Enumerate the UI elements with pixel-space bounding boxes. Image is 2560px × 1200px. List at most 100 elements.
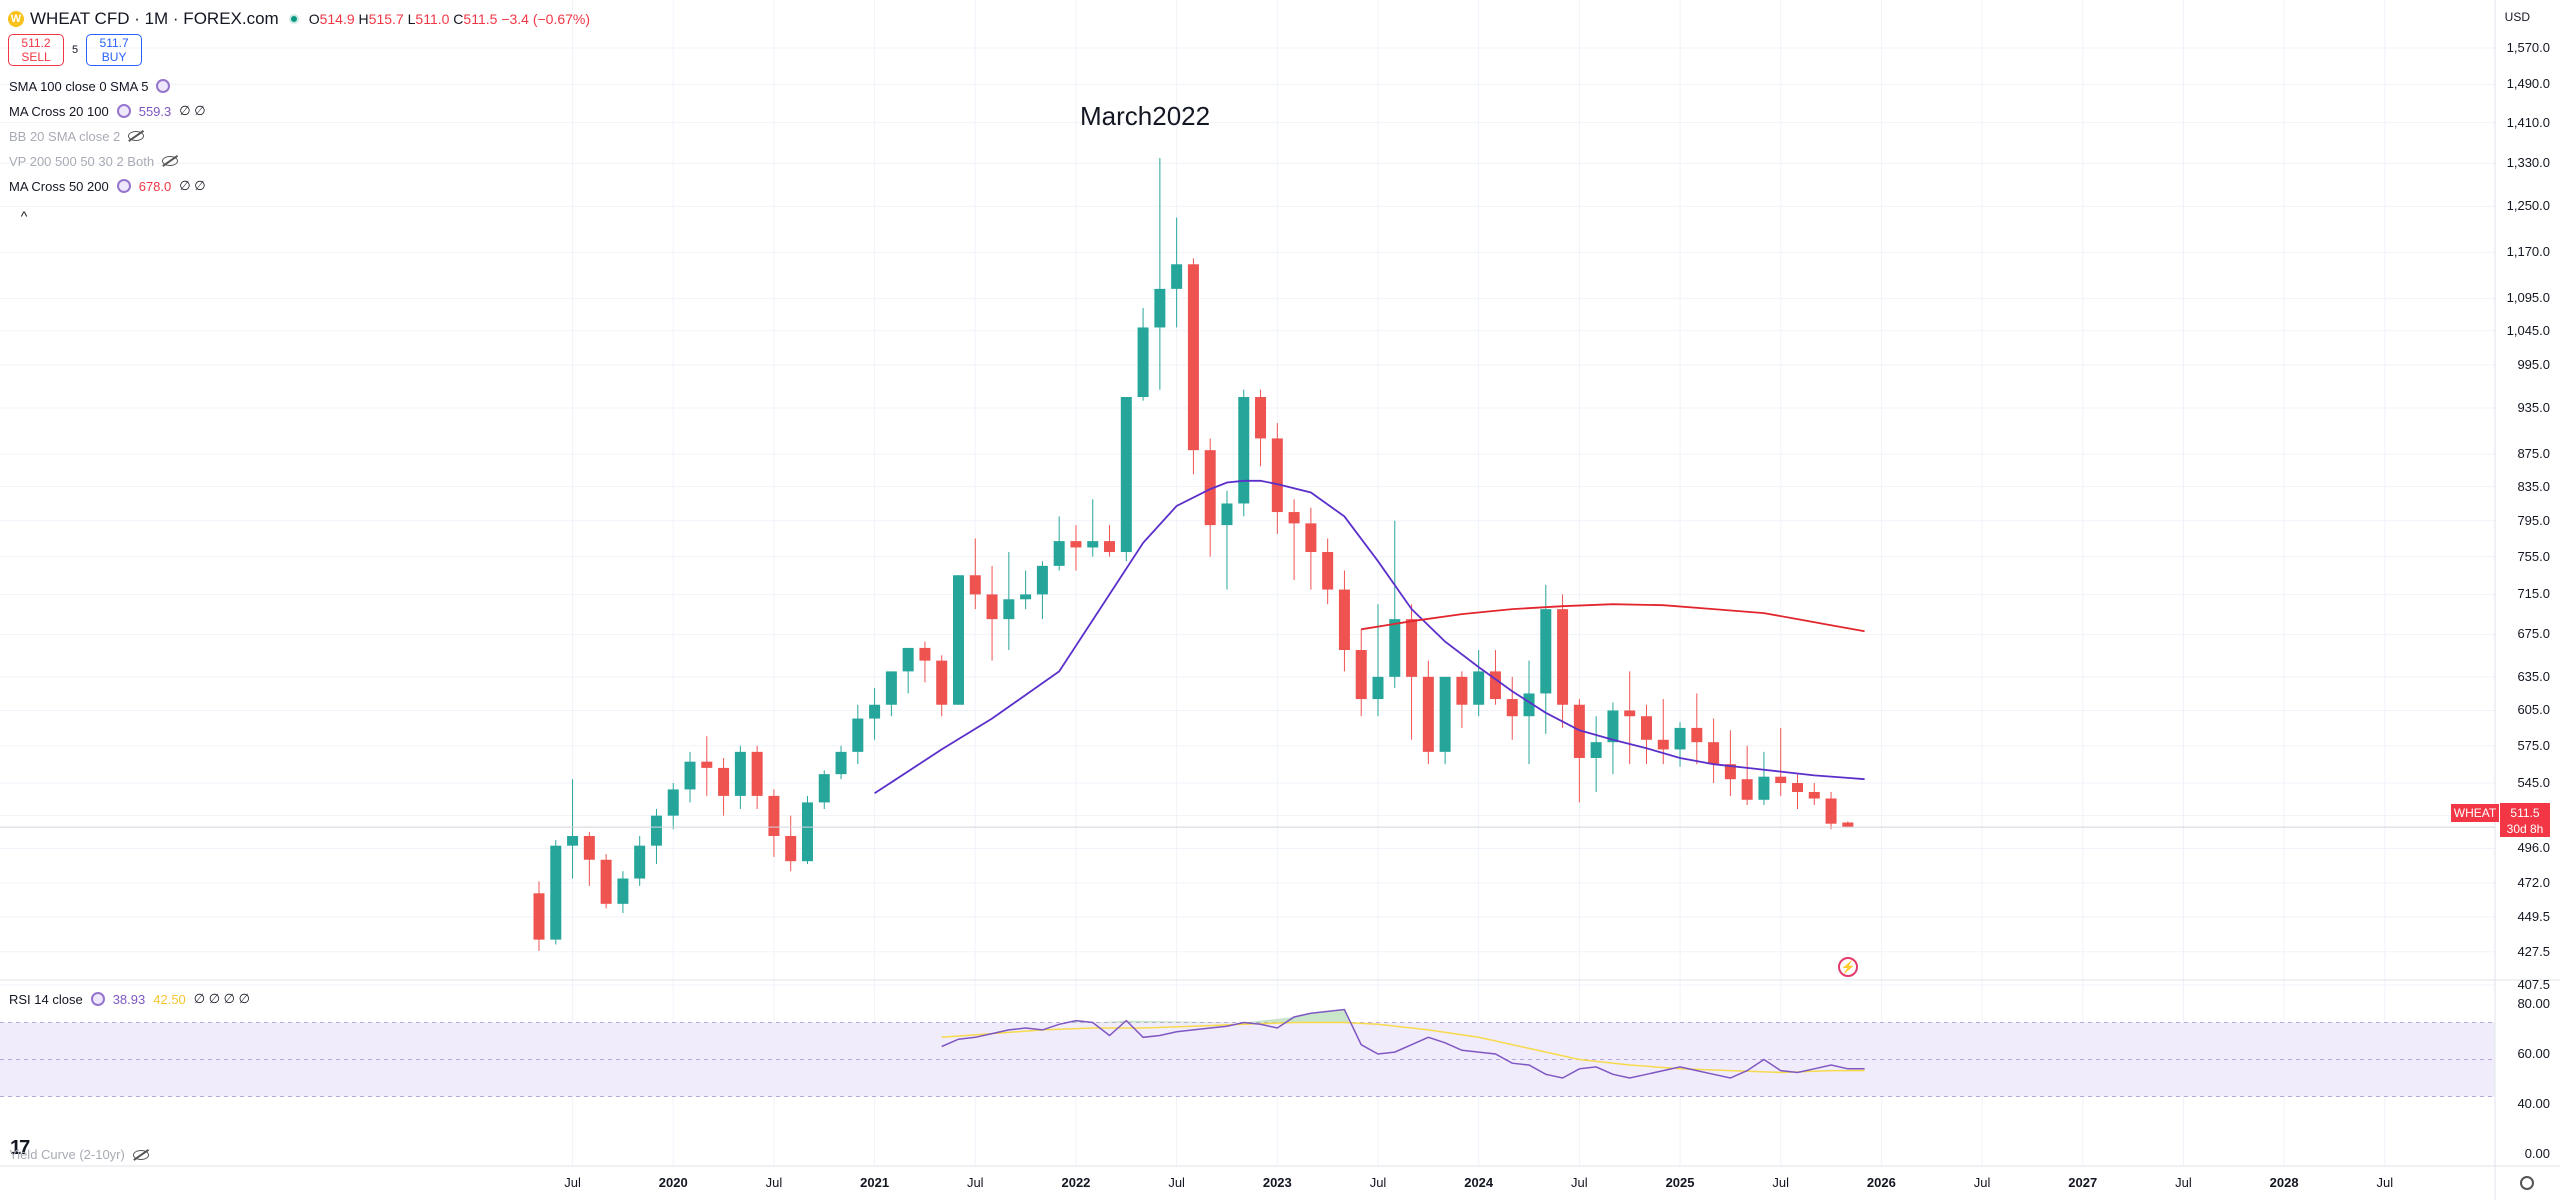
rsi-line — [941, 1008, 1865, 1079]
time-tick-label: Jul — [1772, 1175, 1790, 1190]
candle — [600, 854, 612, 909]
indicator-bb-20[interactable]: BB 20 SMA close 2 — [9, 126, 145, 146]
gear-icon[interactable] — [2520, 1176, 2534, 1190]
rsi-tick-label: 40.00 — [2517, 1096, 2550, 1111]
last-price-tag: 511.5 30d 8h — [2500, 803, 2550, 837]
indicator-sma-100[interactable]: SMA 100 close 0 SMA 5 — [9, 76, 171, 96]
candle-body — [650, 815, 662, 846]
market-status-icon — [288, 14, 299, 24]
candle-body — [1187, 264, 1199, 451]
hidden-eye-icon[interactable] — [132, 1149, 149, 1160]
candle-body — [1171, 264, 1183, 289]
rsi-lines — [941, 1008, 1865, 1079]
candle — [969, 538, 981, 610]
chart-grid — [0, 0, 2495, 1166]
candle-body — [533, 893, 545, 940]
price-tick-label: 1,570.0 — [2506, 40, 2550, 55]
price-tick-label: 1,410.0 — [2506, 114, 2550, 130]
indicator-ma-cross-50-200[interactable]: MA Cross 50 200 678.0 ∅ ∅ — [9, 176, 206, 196]
candle-body — [734, 751, 746, 796]
price-tick-label: 755.0 — [2517, 548, 2550, 564]
candle — [1792, 774, 1803, 809]
price-tick-label: 472.0 — [2517, 874, 2550, 890]
collapse-legend-button[interactable]: ^ — [10, 206, 38, 226]
candle-body — [768, 795, 780, 836]
time-tick-label: 2022 — [1061, 1175, 1091, 1190]
candle — [1187, 258, 1199, 475]
rsi-extra: ∅ ∅ ∅ ∅ — [193, 991, 250, 1006]
price-tick-label: 1,170.0 — [2506, 244, 2550, 260]
price-tick-label: 995.0 — [2517, 356, 2550, 372]
currency-label[interactable]: USD — [2504, 10, 2530, 24]
rsi-value: 38.93 — [112, 991, 146, 1007]
time-tick-label: 2026 — [1866, 1175, 1896, 1190]
candle-body — [634, 845, 646, 879]
candle-body — [1255, 396, 1267, 439]
buy-price: 511.7 — [99, 36, 129, 50]
candle-body — [1104, 541, 1116, 553]
indicator-source-icon[interactable] — [116, 179, 131, 193]
candle-body — [852, 718, 864, 752]
candle-body — [1590, 742, 1602, 758]
indicator-source-icon[interactable] — [116, 104, 131, 118]
indicator-ma-cross-20-100[interactable]: MA Cross 20 100 559.3 ∅ ∅ — [9, 101, 206, 121]
candle-body — [1808, 792, 1820, 799]
indicator-vp-200[interactable]: VP 200 500 50 30 2 Both — [9, 151, 179, 171]
indicator-source-icon[interactable] — [90, 992, 105, 1006]
tradingview-logo[interactable]: 17 — [10, 1137, 30, 1159]
price-tick-label: 449.5 — [2517, 908, 2550, 924]
candle-body — [986, 594, 998, 620]
candle — [1338, 570, 1350, 672]
chart-annotation[interactable]: March2022 — [1080, 101, 1211, 131]
candle-body — [1724, 764, 1736, 780]
price-tick-label: 1,490.0 — [2506, 76, 2550, 92]
price-tick-label: 635.0 — [2517, 668, 2550, 684]
candle — [1120, 396, 1132, 562]
candle — [852, 704, 864, 765]
symbol-title[interactable]: WHEAT CFD · 1M · FOREX.com — [30, 9, 279, 28]
sell-button[interactable]: 511.2 SELL — [8, 34, 64, 66]
candle-body — [667, 789, 679, 816]
indicator-source-icon[interactable] — [156, 79, 171, 93]
candle — [1775, 727, 1787, 796]
hidden-eye-icon[interactable] — [128, 131, 145, 141]
price-tick-label: 835.0 — [2517, 478, 2550, 494]
candle-body — [1691, 727, 1703, 743]
time-tick-label: Jul — [1168, 1175, 1185, 1190]
bar-countdown: 30d 8h — [2506, 822, 2544, 836]
hidden-eye-icon[interactable] — [162, 156, 179, 166]
price-tick-label: 875.0 — [2517, 446, 2550, 462]
candle-body — [1204, 450, 1216, 526]
yield-curve-indicator[interactable]: Yield Curve (2-10yr) — [9, 1147, 149, 1162]
time-tick-label: 2028 — [2269, 1175, 2299, 1190]
candle-body — [1338, 589, 1350, 651]
rsi-background — [0, 1022, 2495, 1097]
candle — [1506, 676, 1518, 740]
candle — [583, 831, 595, 886]
candle-body — [1355, 650, 1367, 700]
candle — [885, 671, 897, 717]
high-value: 515.7 — [368, 11, 404, 27]
candle — [1087, 499, 1099, 557]
ma-slow-line — [1361, 603, 1865, 633]
time-tick-label: 2024 — [1464, 1175, 1494, 1190]
time-tick-label: 2020 — [658, 1175, 688, 1190]
buy-button[interactable]: 511.7 BUY — [86, 34, 143, 66]
candle-body — [1523, 693, 1535, 717]
candle — [1372, 604, 1384, 717]
candle-body — [1238, 396, 1250, 504]
lightning-icon[interactable]: ⚡ — [1838, 957, 1858, 977]
time-tick-label: Jul — [564, 1175, 581, 1190]
price-tick-label: 1,250.0 — [2506, 198, 2550, 214]
price-tick-label: 1,045.0 — [2506, 322, 2550, 338]
candle — [550, 840, 562, 945]
candle — [1271, 423, 1283, 534]
candle — [1389, 520, 1401, 688]
candle — [1624, 671, 1636, 765]
candle — [1808, 783, 1820, 806]
rsi-legend[interactable]: RSI 14 close 38.93 42.50 ∅ ∅ ∅ ∅ — [9, 989, 250, 1009]
candle-body — [1036, 565, 1048, 595]
candle-body — [1624, 710, 1636, 717]
candle — [1758, 751, 1770, 806]
